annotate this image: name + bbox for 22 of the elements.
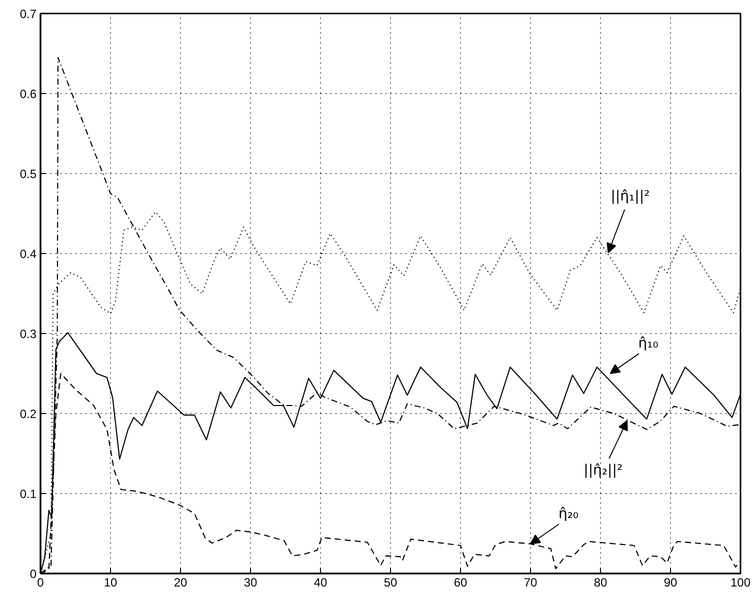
x-tick-label: 40 (314, 576, 328, 590)
y-tick-label: 0.2 (20, 407, 37, 421)
x-tick-label: 70 (524, 576, 538, 590)
y-tick-label: 0.5 (20, 167, 37, 181)
y-tick-label: 0.7 (20, 7, 37, 21)
x-tick-label: 50 (384, 576, 398, 590)
y-tick-label: 0.3 (20, 327, 37, 341)
annotation: ||η̂₂||² (584, 462, 623, 479)
y-tick-label: 0.4 (20, 247, 37, 261)
y-tick-label: 0.1 (20, 487, 37, 501)
x-tick-label: 80 (594, 576, 608, 590)
x-tick-label: 100 (730, 576, 751, 590)
y-tick-label: 0.6 (20, 87, 37, 101)
annotation: η̂₁₀ (638, 336, 659, 352)
x-tick-label: 60 (454, 576, 468, 590)
x-tick-label: 30 (244, 576, 258, 590)
annotation: η̂₂₀ (558, 506, 579, 522)
y-tick-label: 0 (30, 567, 37, 581)
x-tick-label: 10 (104, 576, 118, 590)
x-tick-label: 90 (664, 576, 678, 590)
x-tick-label: 20 (174, 576, 188, 590)
annotation: ||η̂₁||² (610, 188, 650, 205)
